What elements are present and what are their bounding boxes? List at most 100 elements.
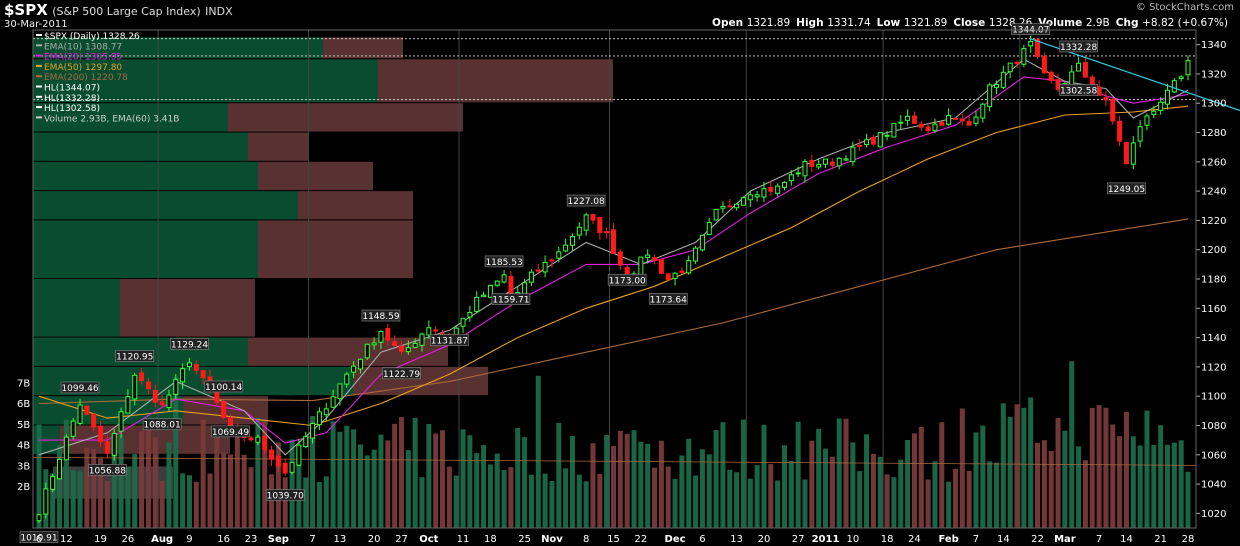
volume-bar <box>289 439 295 528</box>
candle-body <box>1137 126 1143 142</box>
candle-body <box>1171 80 1177 93</box>
candle-body <box>1130 142 1136 165</box>
legend-swatch <box>36 64 42 67</box>
candle-body <box>426 327 432 336</box>
legend-entry: EMA(200) 1220.78 <box>44 73 128 83</box>
candle-body <box>946 115 952 125</box>
y-axis-tick-label: 1260 <box>1201 157 1226 168</box>
volume-bar <box>84 447 90 528</box>
volume-bar <box>679 455 685 528</box>
volume-bar <box>166 442 172 528</box>
price-annotation: 1344.07 <box>1012 26 1049 36</box>
y-axis-tick-label: 1280 <box>1201 128 1226 139</box>
price-annotation: 1148.59 <box>362 312 399 322</box>
ema200-line <box>38 218 1189 405</box>
volume-bar <box>1103 407 1109 528</box>
volume-bar <box>802 479 808 528</box>
candle-body <box>344 373 350 385</box>
price-annotation-box <box>1011 23 1050 35</box>
candle-body <box>754 194 760 198</box>
y-axis-tick-label: 1320 <box>1201 69 1226 80</box>
volume-bar <box>781 445 787 528</box>
candle-body <box>528 271 534 283</box>
candle-body <box>672 272 678 279</box>
x-axis-tick-label: 21 <box>1154 534 1167 545</box>
volume-bar <box>180 473 186 528</box>
candle-body <box>775 185 781 194</box>
price-annotation-box <box>430 334 469 346</box>
volume-bar <box>118 434 124 528</box>
volume-tick-label: 3B <box>17 461 30 472</box>
candle-body <box>781 181 787 188</box>
x-axis-tick-label: Oct <box>419 534 438 545</box>
volume-bar <box>870 453 876 528</box>
candle-body <box>638 256 644 276</box>
candle-body <box>713 209 719 221</box>
candle-body <box>98 425 104 443</box>
volume-bar <box>77 471 83 528</box>
volume-bar <box>1062 430 1068 528</box>
volume-bar <box>1041 440 1047 528</box>
quote-label: Open <box>712 17 747 29</box>
candle-body <box>289 461 295 473</box>
volume-bar <box>357 444 363 528</box>
candle-body <box>43 488 49 515</box>
x-axis-tick-label: 27 <box>792 534 805 545</box>
volume-bar <box>460 429 466 528</box>
price-annotation: 1099.46 <box>61 384 98 394</box>
volume-bar <box>392 423 398 528</box>
candle-body <box>843 158 849 161</box>
x-axis-tick-label: 14 <box>1120 534 1133 545</box>
candle-body <box>166 394 172 409</box>
volume-bar <box>70 470 76 528</box>
volume-bar <box>446 466 452 528</box>
candle-body <box>611 229 616 254</box>
y-axis-tick-label: 1300 <box>1201 99 1226 110</box>
volume-by-price-down-bar <box>248 337 448 366</box>
candle-body <box>1035 38 1041 57</box>
volume-bar <box>994 462 999 528</box>
candle-body <box>1103 96 1109 101</box>
candle-body <box>118 411 124 432</box>
volume-bar <box>1185 471 1191 528</box>
volume-bar <box>1178 440 1184 528</box>
candle-body <box>364 343 370 359</box>
volume-bar <box>836 418 842 528</box>
y-axis-tick-label: 1180 <box>1201 275 1226 286</box>
candle-body <box>658 258 664 274</box>
volume-bar <box>1014 404 1020 528</box>
volume-bar <box>549 480 555 528</box>
candle-body <box>747 194 753 201</box>
volume-bar <box>351 429 357 528</box>
volume-bar <box>809 440 815 528</box>
candle-body <box>296 444 302 466</box>
x-axis-tick-label: 19 <box>94 534 107 545</box>
volume-bar <box>1089 407 1095 528</box>
candle-body <box>310 422 316 439</box>
candle-body <box>84 405 90 415</box>
quote-label: Chg <box>1115 17 1143 29</box>
candle-body <box>405 347 411 353</box>
price-annotation-box <box>648 293 688 305</box>
volume-bar <box>481 445 487 528</box>
candle-body <box>1185 60 1191 76</box>
volume-bar <box>706 454 712 528</box>
y-axis-tick-label: 1220 <box>1201 216 1226 227</box>
volume-bar <box>925 479 931 528</box>
candle-body <box>617 251 623 266</box>
volume-bar <box>241 454 247 528</box>
volume-tick-label: 6B <box>17 399 30 410</box>
candle-body <box>925 126 931 132</box>
legend-entry: HL(1302.58) <box>44 104 100 114</box>
x-axis-tick-label: 22 <box>1031 534 1044 545</box>
candle-body <box>1178 76 1184 80</box>
volume-by-price-down-bar <box>248 132 308 161</box>
volume-bar <box>556 422 562 528</box>
volume-by-price-down-bar <box>228 103 463 132</box>
volume-bar <box>1110 424 1116 528</box>
x-axis-tick-label: 22 <box>634 534 647 545</box>
volume-bar <box>843 418 849 528</box>
candle-body <box>145 381 151 390</box>
volume-bar <box>186 475 192 528</box>
volume-bar <box>1137 445 1143 528</box>
